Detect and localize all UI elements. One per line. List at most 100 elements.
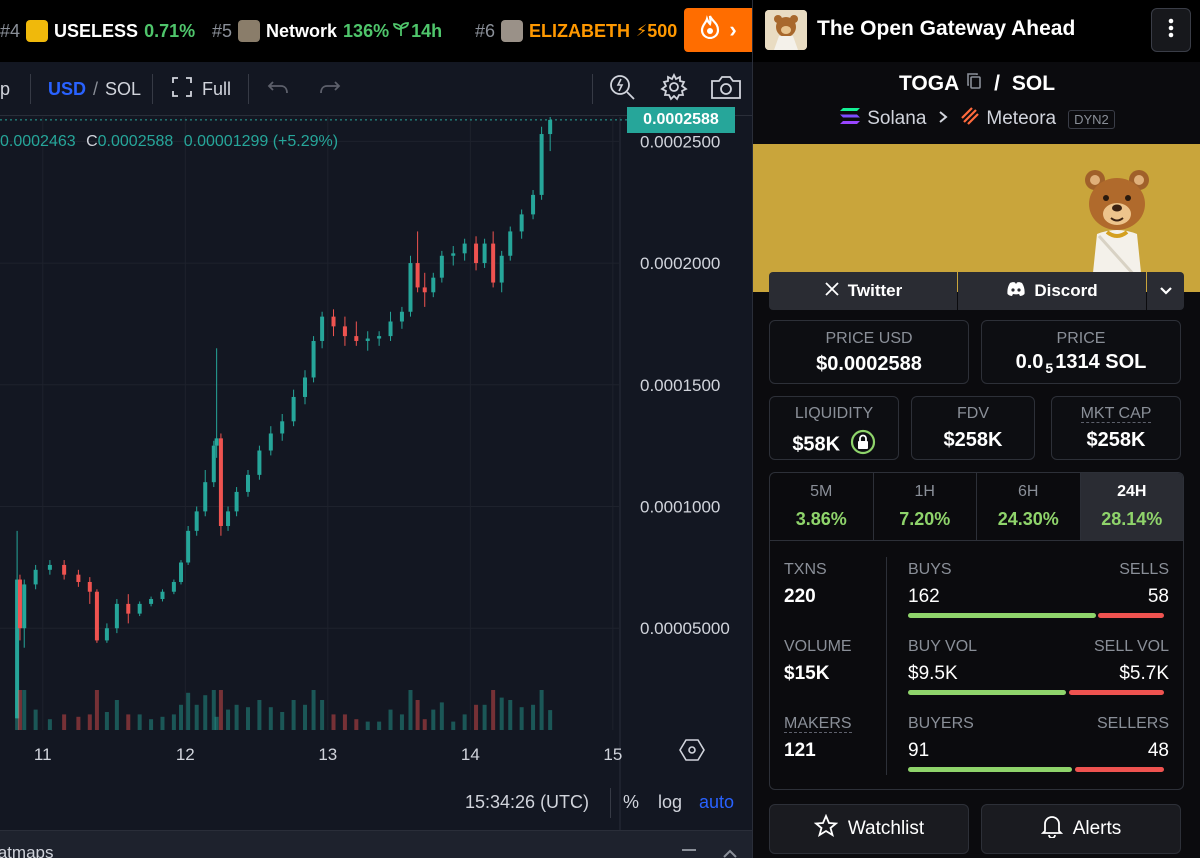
copy-icon[interactable] [966,72,982,96]
volume-bar [126,714,131,730]
candle-body [186,530,191,563]
volume-bar [280,712,285,730]
watchlist-button[interactable]: Watchlist [769,804,969,854]
tab-1h[interactable]: 1H 7.20% [874,473,977,540]
candle-body [226,511,231,526]
price-native-zeros: 5 [1045,360,1054,376]
sprout-icon [393,21,409,42]
buy-vol-label: BUY VOL [908,638,978,655]
utc-clock[interactable]: 15:34:26 (UTC) [465,792,590,812]
ticker-item-elizabeth[interactable]: #6 ELIZABETH ⚡ 500 [475,18,677,44]
y-tick-label: 0.00005000 [640,619,730,638]
trading-stats: TXNS 220 BUYS 162 SELLS 58 VOLUME $15K B… [769,540,1184,790]
volume-bar [354,719,359,730]
volume-bar [311,690,316,730]
trending-fire-button[interactable]: › [684,8,752,52]
lock-icon[interactable] [850,429,876,461]
volume-bar [137,714,142,730]
lightning-icon: ⚡ [636,23,648,40]
tab-6h[interactable]: 6H 24.30% [977,473,1081,540]
candle-body [548,119,553,135]
log-scale-toggle[interactable]: log [658,792,683,812]
candle-body [76,574,81,582]
toolbar-divider [610,788,611,818]
mkt-cap-label: MKT CAP [1052,405,1180,423]
tab-5m-label: 5M [810,483,833,500]
candle-body [462,243,467,254]
solana-icon [839,107,861,131]
volume-bar [482,704,487,730]
candle-body [320,316,325,341]
toolbar-divider [30,74,31,104]
alerts-button[interactable]: Alerts [981,804,1181,854]
discord-icon [1006,281,1026,302]
price-chart[interactable]: 0.0002500 0.0002000 0.0001500 0.0001000 0.00… [0,117,752,830]
volume-bar [439,702,444,730]
heatmaps-panel[interactable]: Heatmaps [0,830,752,858]
chart-settings-button[interactable] [660,72,688,102]
volume-bar [246,707,250,730]
mkt-cap-label-text[interactable]: MKT CAP [1080,405,1152,423]
minimize-icon[interactable] [682,849,696,851]
buys-bar [908,613,1096,618]
candle-body [408,263,413,312]
chevron-up-icon[interactable] [722,845,738,858]
quick-search-button[interactable] [608,74,636,102]
legend-close-label: C [86,133,98,150]
candle-body [491,243,496,283]
redo-button[interactable] [318,76,342,102]
candlestick-chart[interactable]: 0.0002500 0.0002000 0.0001500 0.0001000 0.00… [0,117,752,830]
sells-bar [1098,613,1164,618]
tab-24h-change: 28.14% [1101,509,1163,529]
gear-icon [660,72,688,106]
fullscreen-button[interactable]: Full [172,76,231,102]
candle-body [104,628,109,641]
percent-scale-toggle[interactable]: % [623,792,640,812]
candle-body [388,321,393,337]
auto-scale-toggle[interactable]: auto [699,792,735,812]
panel-header: The Open Gateway Ahead [753,0,1200,62]
volume-bar [539,690,544,730]
current-price-tag: 0.0002588 [627,106,735,133]
volume-bar [76,716,81,730]
twitter-button[interactable]: Twitter [769,272,957,310]
ticker-item-useless[interactable]: #4 USELESS 0.71% [0,18,199,44]
sellers-label: SELLERS [1096,715,1169,732]
twitter-label: Twitter [847,281,903,300]
tab-24h[interactable]: 24H 28.14% [1080,473,1183,540]
makers-label-text[interactable]: MAKERS [784,715,852,733]
volume-bar [431,709,436,730]
volume-bar [226,709,231,730]
price-native-digits: 1314 SOL [1055,351,1147,373]
chevron-down-icon [1159,281,1173,301]
currency-sol[interactable]: SOL [105,78,142,99]
candle-body [439,255,444,278]
discord-button[interactable]: Discord [958,272,1146,310]
buyers-label: BUYERS [908,715,974,732]
candle-body [399,311,404,322]
tab-1h-label: 1H [914,483,935,500]
candle-body [474,243,479,264]
interval-selector[interactable]: p [0,78,11,99]
candle-body [234,491,239,512]
tab-5m[interactable]: 5M 3.86% [770,473,874,540]
ticker-item-network[interactable]: #5 Network 136% 14h [212,18,442,44]
screenshot-button[interactable] [710,75,742,102]
more-menu-button[interactable] [1151,8,1191,52]
undo-button[interactable] [266,76,290,102]
axis-settings-icon[interactable] [679,739,705,761]
candle-body [482,243,487,264]
tab-6h-change: 24.30% [997,509,1059,529]
dex-name[interactable]: Meteora [986,108,1057,129]
liquidity-label: LIQUIDITY [794,405,874,422]
chain-name[interactable]: Solana [867,108,927,129]
volume-bar [15,690,20,730]
candle-body [431,277,436,293]
heatmaps-title: Heatmaps [0,843,54,858]
currency-toggle[interactable]: USD / SOL [48,76,141,102]
social-links: Twitter Discord [769,272,1184,310]
more-links-button[interactable] [1147,272,1184,310]
currency-usd[interactable]: USD [48,78,87,99]
legend-change: 0.00001299 (+5.29%) [183,133,339,150]
candle-body [303,377,308,397]
